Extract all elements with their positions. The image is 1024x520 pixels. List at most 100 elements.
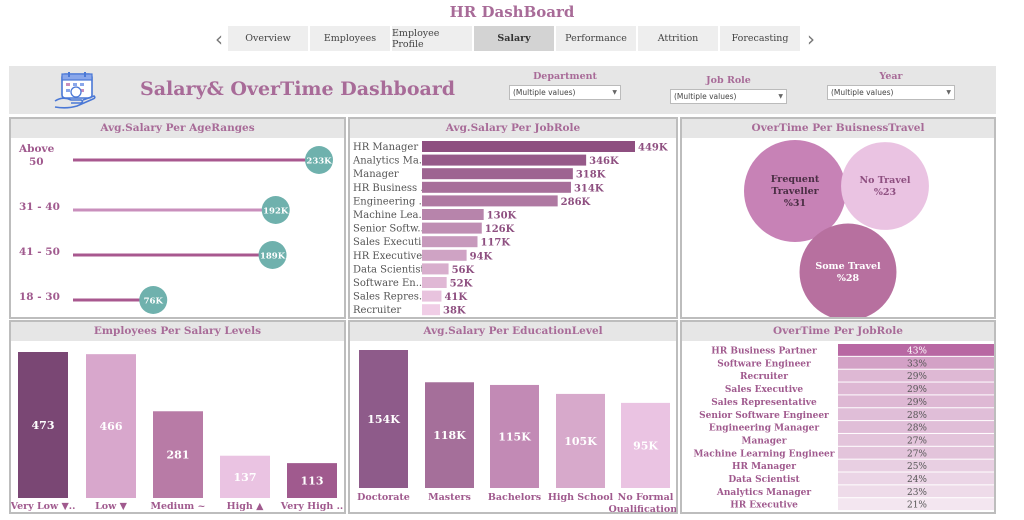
education-value-label: 118K — [433, 429, 466, 442]
education-category-label: Bachelors — [488, 492, 541, 503]
salary-level-bar — [153, 411, 203, 498]
education-bar — [359, 350, 408, 488]
overtime-value-label: 27% — [907, 449, 927, 459]
job-role-value-label: 94K — [470, 251, 493, 262]
job-role-label: Engineering .. — [353, 196, 425, 207]
salary-level-category-label: High ▲ — [227, 501, 264, 512]
education-value-label: 95K — [633, 439, 658, 452]
age-range-panel: Avg.Salary Per AgeRanges Above 50 233K 31 -… — [9, 117, 346, 319]
overtime-cell — [838, 498, 994, 511]
job-role-value-label: 52K — [450, 279, 473, 290]
tab-attrition[interactable]: Attrition — [638, 26, 718, 51]
overtime-role-label: Machine Learning Engineer — [693, 449, 834, 459]
age-category-label: 50 — [29, 156, 44, 168]
job-role-bar — [422, 168, 573, 180]
age-range-title: Avg.Salary Per AgeRanges — [11, 119, 344, 138]
overtime-cell — [838, 421, 994, 433]
job-role-value-label: 130K — [487, 211, 517, 222]
age-value-label: 189K — [260, 252, 286, 262]
overtime-value-label: 24% — [907, 475, 927, 485]
salary-level-bar — [18, 352, 68, 498]
lollipop-head — [261, 196, 290, 224]
job-role-bar — [422, 195, 558, 207]
job-role-bar — [422, 154, 587, 166]
salary-level-category-label: Very High .. — [280, 501, 343, 512]
job-role-label: Sales Executi.. — [353, 237, 428, 248]
overtime-cell — [838, 485, 994, 498]
education-category-label: Qualifications — [609, 504, 677, 512]
overtime-role-label: Software Engineer — [717, 359, 811, 369]
job-role-label: Manager — [353, 169, 399, 180]
travel-bubble-label: %28 — [837, 273, 860, 284]
job-role-label: HR Business .. — [353, 183, 427, 194]
overtime-cell — [838, 459, 994, 472]
overtime-value-label: 27% — [907, 436, 927, 446]
travel-bubble-label: Frequent — [771, 174, 820, 185]
job-role-bar — [422, 249, 467, 261]
job-role-label: Data Scientist — [353, 264, 425, 275]
prev-tab-arrow-icon[interactable]: ‹ — [215, 26, 223, 51]
business-travel-title: OverTime Per BuisnessTravel — [682, 119, 994, 138]
lollipop-head — [139, 286, 168, 314]
chevron-down-icon: ▼ — [778, 93, 783, 100]
overtime-cell — [838, 395, 994, 408]
overtime-value-label: 28% — [907, 411, 927, 421]
tab-salary[interactable]: Salary — [474, 26, 554, 51]
department-select[interactable]: (Multiple values) ▼ — [509, 85, 621, 100]
overtime-role-label: Engineering Manager — [709, 424, 819, 434]
overtime-value-label: 43% — [907, 347, 927, 357]
overtime-role-label: HR Business Partner — [711, 347, 817, 357]
education-bar — [556, 393, 605, 488]
year-select[interactable]: (Multiple values) ▼ — [827, 85, 955, 100]
tab-overview[interactable]: Overview — [228, 26, 308, 51]
job-role-label: Sales Repres.. — [353, 292, 425, 303]
overtime-value-label: 29% — [907, 398, 927, 408]
education-salary-panel: Avg.Salary Per EducationLevel 154K Doctor… — [348, 320, 678, 514]
tab-employee-profile[interactable]: Employee Profile — [392, 26, 472, 51]
age-category-label: Above — [18, 143, 55, 155]
age-category-label: 41 - 50 — [19, 246, 60, 258]
tab-performance[interactable]: Performance — [556, 26, 636, 51]
dashboard-header: Salary& OverTime Dashboard Department (M… — [9, 66, 996, 114]
travel-bubble — [744, 140, 846, 242]
salary-level-value-label: 113 — [301, 475, 324, 488]
job-role-select-value: (Multiple values) — [674, 92, 737, 101]
salary-levels-panel: Employees Per Salary Levels 473 Very Low … — [9, 320, 346, 514]
overtime-role-label: Analytics Manager — [716, 488, 811, 498]
job-role-bar — [422, 209, 484, 220]
overtime-role-label: HR Executive — [730, 501, 798, 511]
overtime-role-label: Sales Executive — [725, 385, 803, 395]
overtime-cell — [838, 408, 994, 421]
overtime-value-label: 33% — [907, 359, 927, 369]
job-role-value-label: 126K — [485, 224, 515, 235]
education-bar — [621, 402, 670, 488]
job-role-value-label: 41K — [444, 292, 467, 303]
education-category-label: Doctorate — [357, 492, 410, 503]
overtime-job-role-table: HR Business Partner 43% Software Engineer 3… — [693, 344, 994, 511]
next-tab-arrow-icon[interactable]: › — [807, 26, 815, 51]
job-role-value-label: 56K — [452, 265, 475, 276]
overtime-role-label: Manager — [742, 436, 787, 446]
overtime-value-label: 29% — [907, 385, 927, 395]
job-role-label: HR Manager — [353, 142, 418, 153]
travel-bubble-label: No Travel — [859, 175, 910, 186]
overtime-cell — [838, 446, 994, 459]
chevron-down-icon: ▼ — [946, 89, 951, 96]
department-filter: Department (Multiple values) ▼ — [509, 71, 621, 100]
travel-bubble-label: Some Travel — [815, 261, 881, 272]
overtime-cell — [838, 344, 994, 356]
job-role-label: Software En.. — [353, 278, 422, 289]
overtime-job-role-panel: OverTime Per JobRole HR Business Partner… — [680, 320, 996, 514]
job-role-label: Analytics Ma.. — [352, 156, 425, 167]
chevron-down-icon: ▼ — [612, 89, 617, 96]
dashboard-title: Salary& OverTime Dashboard — [140, 78, 456, 100]
education-bar — [490, 384, 539, 488]
education-bar — [425, 382, 474, 488]
tab-employees[interactable]: Employees — [310, 26, 390, 51]
tab-forecasting[interactable]: Forecasting — [720, 26, 800, 51]
education-salary-title: Avg.Salary Per EducationLevel — [350, 322, 676, 341]
job-role-select[interactable]: (Multiple values) ▼ — [670, 89, 787, 104]
job-role-value-label: 314K — [574, 183, 604, 194]
